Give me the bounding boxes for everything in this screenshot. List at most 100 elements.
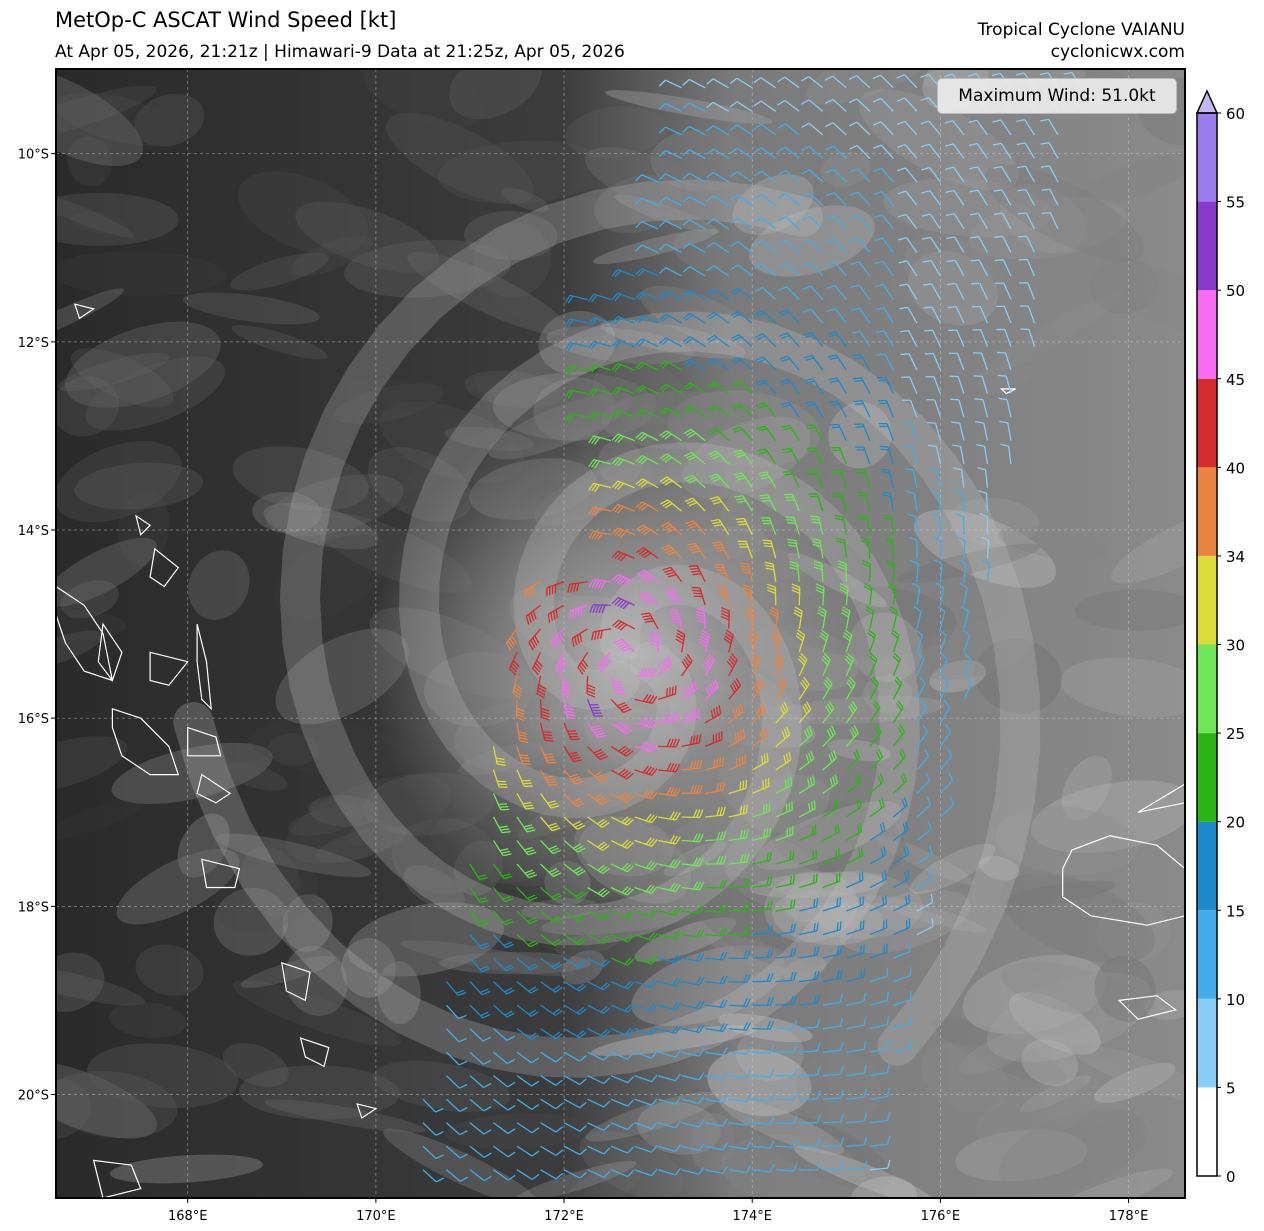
cloud-blob (962, 954, 1107, 1035)
wind-barb (928, 467, 942, 488)
wind-barb (829, 423, 847, 441)
wind-barb (682, 219, 706, 230)
wind-barb (682, 102, 706, 112)
wind-barb (661, 544, 683, 559)
wind-barb (657, 858, 681, 869)
wind-barb (588, 293, 612, 303)
wind-barb (897, 167, 918, 183)
wind-barb (848, 121, 871, 136)
wind-barb (869, 1135, 891, 1147)
wind-barb (822, 945, 843, 959)
wind-barb (874, 283, 894, 300)
wind-barb (728, 729, 746, 747)
wind-barb (730, 334, 753, 348)
wind-barb (723, 629, 734, 653)
site-credit: cyclonicwx.com (1050, 42, 1185, 62)
colorbar-segment (1197, 113, 1217, 202)
wind-barb (846, 944, 865, 959)
wind-barb (869, 773, 884, 794)
cloud-blob (1093, 1062, 1176, 1103)
wind-barb (540, 934, 563, 947)
wind-barb (1016, 165, 1036, 183)
wind-barb (493, 934, 514, 949)
wind-barb (707, 427, 730, 442)
wind-barb (729, 124, 753, 136)
wind-barb (587, 1169, 611, 1178)
wind-barb (881, 491, 894, 512)
wind-barb (799, 1018, 821, 1030)
wind-barb (869, 846, 887, 865)
wind-barb (611, 292, 635, 302)
wind-barb (926, 399, 942, 418)
wind-barb (863, 582, 873, 606)
wind-barb (910, 559, 919, 582)
wind-barb (705, 831, 727, 842)
cloud-blob (56, 1060, 157, 1139)
wind-barb (842, 629, 853, 653)
storm-name: Tropical Cyclone VAIANU (977, 20, 1185, 40)
wind-barb (669, 609, 683, 629)
wind-barb (540, 957, 563, 970)
wind-barb (1016, 142, 1036, 159)
wind-barb (799, 946, 820, 959)
wind-barb (516, 910, 538, 925)
wind-barb (634, 979, 658, 989)
cloud-blob (974, 638, 1062, 714)
wind-barb (493, 1051, 516, 1065)
wind-barb (846, 968, 866, 983)
cloud-blob (995, 806, 1139, 876)
wind-barb (775, 1139, 798, 1148)
cloud-blob (118, 490, 170, 566)
wind-barb (712, 541, 730, 559)
coastline-island (1062, 835, 1185, 926)
wind-barb (846, 920, 865, 936)
wind-barb (512, 675, 523, 699)
wind-barb (731, 403, 753, 418)
wind-barb (587, 792, 610, 806)
wind-barb (775, 1019, 798, 1030)
wind-barb (587, 1122, 611, 1132)
wind-barb (923, 283, 941, 300)
wind-barb (706, 218, 730, 230)
wind-barb (945, 213, 965, 230)
wind-barb (587, 957, 611, 968)
wind-barb (658, 79, 682, 89)
wind-barb (995, 305, 1012, 324)
wind-barb (797, 652, 808, 677)
wind-barb (611, 574, 635, 586)
cloud-blob (673, 231, 728, 272)
wind-barb (588, 317, 612, 326)
cloud-blob (340, 379, 495, 415)
cloud-blob (58, 352, 170, 392)
wind-barb (883, 513, 894, 535)
wind-barb (657, 1073, 682, 1082)
wind-barb (720, 606, 730, 629)
wind-barb (659, 453, 683, 465)
wind-barb (540, 1145, 564, 1156)
wind-barb (849, 144, 871, 159)
wind-barb (756, 402, 777, 418)
cloud-blob (291, 235, 372, 276)
wind-barb (992, 119, 1012, 136)
wind-barb (930, 490, 942, 512)
wind-barb (997, 374, 1012, 394)
wind-barb (825, 122, 847, 136)
wind-barb (682, 125, 706, 136)
wind-barb (635, 268, 659, 277)
wind-barb (728, 1046, 751, 1055)
wind-barb (893, 918, 911, 936)
wind-barb (657, 1144, 682, 1153)
wind-barb (469, 1051, 492, 1065)
cloud-blob (690, 1112, 735, 1173)
wind-barb (939, 652, 948, 677)
cloud-blob (650, 129, 754, 192)
cloud-blob (407, 251, 569, 335)
cloud-blob (614, 194, 720, 235)
cloud-blob (736, 1026, 804, 1082)
cloud-blob (902, 234, 1005, 308)
wind-barb (540, 793, 560, 809)
colorbar-segment (1197, 290, 1217, 379)
wind-barb (635, 314, 659, 324)
wind-barb (822, 799, 839, 818)
wind-barb (611, 619, 635, 631)
